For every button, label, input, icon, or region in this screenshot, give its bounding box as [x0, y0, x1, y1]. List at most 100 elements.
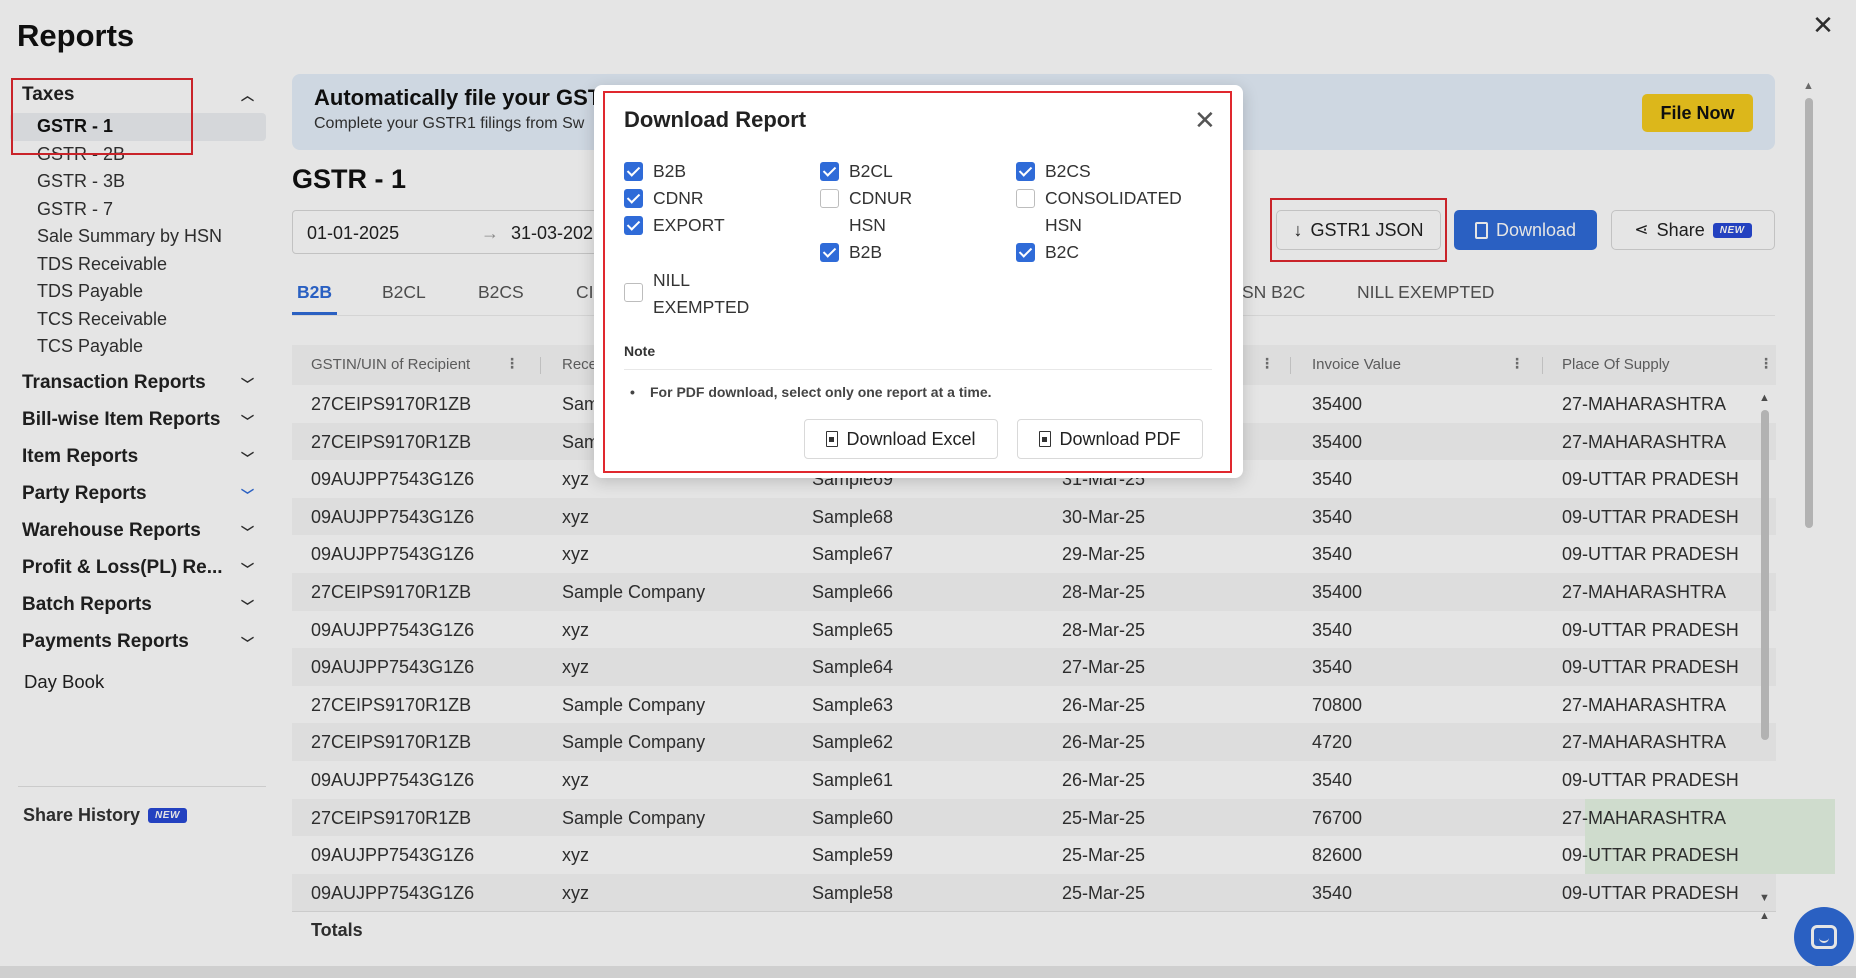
table-cell: 76700	[1312, 807, 1363, 828]
download-pdf-button[interactable]: Download PDF	[1017, 419, 1203, 459]
table-row[interactable]: 27CEIPS9170R1ZB Sample Company Sample63 26-…	[292, 686, 1776, 724]
sidebar-item-gstr-1[interactable]: GSTR - 1	[10, 113, 266, 141]
checkbox-checked[interactable]	[624, 216, 643, 235]
table-row[interactable]: 09AUJPP7543G1Z6 xyz Sample64 27-Mar-25 3540 0…	[292, 648, 1776, 686]
table-cell: 09AUJPP7543G1Z6	[311, 544, 475, 565]
checkbox-checked[interactable]	[1016, 162, 1035, 181]
option-cdnur[interactable]: CDNUR	[820, 185, 912, 212]
column-header-invoice-value: Invoice Value	[1312, 356, 1401, 373]
chat-support-button[interactable]	[1794, 907, 1854, 967]
checkbox-unchecked[interactable]	[624, 283, 643, 302]
column-menu-icon[interactable]: ⋮	[1510, 355, 1524, 371]
table-row[interactable]: 09AUJPP7543G1Z6 xyz Sample65 28-Mar-25 3540 0…	[292, 611, 1776, 649]
table-cell: 35400	[1312, 581, 1363, 602]
option-b2b[interactable]: B2B	[624, 158, 686, 185]
table-scroll-up-icon[interactable]: ▲	[1759, 910, 1770, 922]
sidebar-item-tds-receivable[interactable]: TDS Receivable	[37, 253, 168, 274]
share-history-link[interactable]: Share History NEW	[23, 805, 187, 826]
table-cell: 35400	[1312, 431, 1363, 452]
table-row[interactable]: 27CEIPS9170R1ZB Sample Company Sample62 26-…	[292, 723, 1776, 761]
sidebar-group-taxes[interactable]: Taxes ︿	[10, 76, 266, 113]
checkbox-checked[interactable]	[820, 162, 839, 181]
tab-ci[interactable]: CI	[576, 282, 594, 302]
sidebar-group-label: Batch Reports	[22, 594, 152, 615]
table-scrollbar[interactable]: ▲ ▼	[1759, 392, 1770, 912]
option-consolidated[interactable]: CONSOLIDATED	[1016, 185, 1182, 212]
column-menu-icon[interactable]: ⋮	[505, 355, 519, 371]
option-cdnr[interactable]: CDNR	[624, 185, 704, 212]
page-scrollbar[interactable]: ▲	[1803, 80, 1814, 978]
chevron-up-icon: ︿	[240, 88, 254, 103]
tab-nill-exempted[interactable]: NILL EXEMPTED	[1357, 282, 1495, 302]
sidebar-item-sale-summary-hsn[interactable]: Sale Summary by HSN	[37, 226, 223, 246]
option-b2cl[interactable]: B2CL	[820, 158, 893, 185]
close-icon[interactable]: ✕	[1194, 105, 1216, 135]
table-row[interactable]: 27CEIPS9170R1ZB Sample Company Sample66 28-…	[292, 572, 1776, 611]
sidebar-item-tcs-receivable[interactable]: TCS Receivable	[37, 308, 168, 329]
scrollbar-thumb[interactable]	[1761, 410, 1769, 740]
table-row[interactable]: 09AUJPP7543G1Z6 xyz Sample67 29-Mar-25 3540 0…	[292, 535, 1776, 573]
checkbox-checked[interactable]	[1016, 243, 1035, 262]
sidebar-group-label: Transaction Reports	[22, 372, 206, 393]
checkbox-checked[interactable]	[624, 162, 643, 181]
table-cell: 26-Mar-25	[1062, 769, 1146, 790]
sidebar-item-gstr-7[interactable]: GSTR - 7	[37, 198, 114, 219]
sidebar-item-day-book[interactable]: Day Book	[24, 670, 105, 692]
table-row[interactable]: 09AUJPP7543G1Z6 xyz Sample58 25-Mar-25 3540 0…	[292, 873, 1776, 912]
tab-b2cl[interactable]: B2CL	[382, 282, 426, 302]
column-menu-icon[interactable]: ⋮	[1260, 355, 1274, 371]
scroll-down-icon[interactable]: ▼	[1759, 892, 1770, 904]
table-cell: Sample63	[812, 694, 894, 715]
sidebar-item-gstr-3b[interactable]: GSTR - 3B	[37, 171, 126, 191]
option-b2cs[interactable]: B2CS	[1016, 158, 1091, 185]
gstr1-json-button[interactable]: ↓ GSTR1 JSON	[1276, 210, 1441, 250]
sidebar-group-label: Warehouse Reports	[22, 520, 201, 541]
tab-b2b[interactable]: B2B	[297, 282, 333, 302]
option-hsn-b2b[interactable]: HSN B2B	[820, 212, 909, 266]
option-label: CDNUR	[849, 188, 913, 208]
file-now-button[interactable]: File Now	[1642, 94, 1753, 132]
sidebar-group-payments-reports[interactable]: Payments Reports ﹀	[10, 624, 266, 661]
table-cell: 09-UTTAR PRADESH	[1562, 882, 1739, 903]
tab-hsn-b2c[interactable]: SN B2C	[1242, 282, 1306, 302]
sidebar-item-tds-payable[interactable]: TDS Payable	[37, 281, 144, 301]
scroll-up-icon[interactable]: ▲	[1803, 80, 1814, 92]
scrollbar-thumb[interactable]	[1805, 98, 1813, 528]
table-row[interactable]: 09AUJPP7543G1Z6 xyz Sample59 25-Mar-25 82600…	[292, 836, 1835, 874]
option-hsn-b2c[interactable]: HSN B2C	[1016, 212, 1105, 266]
sidebar-group-bill-wise-item-reports[interactable]: Bill-wise Item Reports ﹀	[10, 402, 266, 439]
sidebar-group-transaction-reports[interactable]: Transaction Reports ﹀	[10, 365, 266, 402]
close-icon[interactable]: ✕	[1812, 10, 1834, 40]
table-row[interactable]: 09AUJPP7543G1Z6 xyz Sample68 30-Mar-25 3540 0…	[292, 497, 1776, 536]
table-row[interactable]: 27CEIPS9170R1ZB Sample Company Sample60 25-…	[292, 798, 1835, 837]
table-cell: 27-MAHARASHTRA	[1562, 581, 1727, 602]
table-row[interactable]: 09AUJPP7543G1Z6 xyz Sample61 26-Mar-25 3540 0…	[292, 761, 1776, 799]
sidebar-group-profit-loss[interactable]: Profit & Loss(PL) Re... ﹀	[10, 550, 266, 587]
table-cell: 27CEIPS9170R1ZB	[311, 431, 472, 452]
option-export[interactable]: EXPORT	[624, 212, 725, 239]
download-excel-button[interactable]: Download Excel	[804, 419, 998, 459]
tab-b2cs[interactable]: B2CS	[478, 282, 524, 302]
checkbox-unchecked[interactable]	[1016, 189, 1035, 208]
table-row[interactable]: 27CEIPS9170R1ZB Sam 35400 27-MAHARASHTRA	[292, 385, 1776, 423]
sidebar-group-party-reports[interactable]: Party Reports ﹀	[10, 476, 266, 513]
checkbox-checked[interactable]	[820, 243, 839, 262]
table-cell: 09AUJPP7543G1Z6	[311, 619, 475, 640]
new-badge: NEW	[1712, 222, 1752, 238]
scroll-up-icon[interactable]: ▲	[1759, 392, 1770, 404]
note-divider	[624, 369, 1212, 370]
checkbox-unchecked[interactable]	[820, 189, 839, 208]
table-cell: xyz	[562, 469, 589, 490]
sidebar-group-batch-reports[interactable]: Batch Reports ﹀	[10, 587, 266, 624]
sidebar-group-warehouse-reports[interactable]: Warehouse Reports ﹀	[10, 513, 266, 550]
column-menu-icon[interactable]: ⋮	[1759, 355, 1773, 371]
table-cell: Sample Company	[562, 732, 706, 753]
share-button[interactable]: ⋖ Share NEW	[1611, 210, 1775, 250]
option-nill-exempted[interactable]: NILL EXEMPTED	[624, 267, 753, 321]
download-button[interactable]: Download	[1454, 210, 1597, 250]
sidebar-group-item-reports[interactable]: Item Reports ﹀	[10, 439, 266, 476]
chevron-down-icon: ﹀	[240, 524, 254, 540]
checkbox-checked[interactable]	[624, 189, 643, 208]
sidebar-item-tcs-payable[interactable]: TCS Payable	[37, 336, 144, 356]
date-range-picker[interactable]: 01-01-2025 → 31-03-202	[292, 210, 612, 254]
